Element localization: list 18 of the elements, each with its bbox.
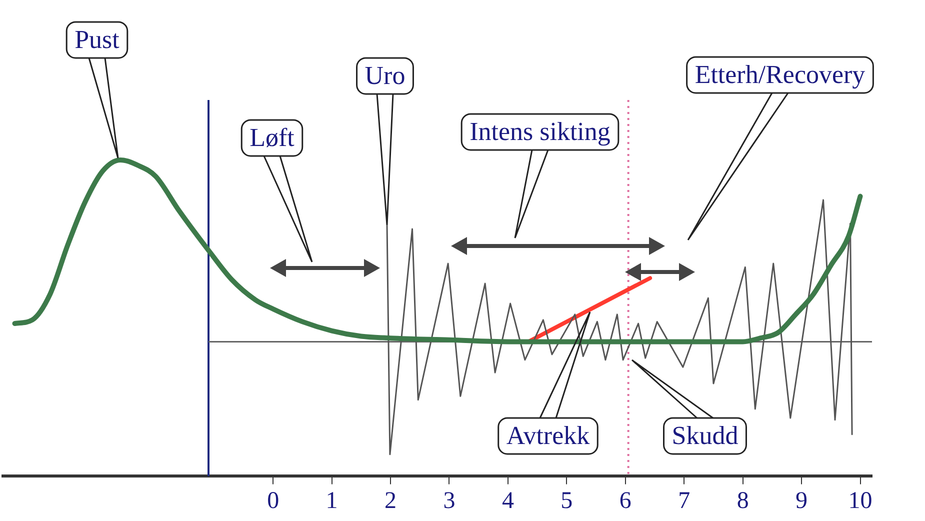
x-tick-label: 6 [619, 488, 632, 514]
annotation: Avtrekk [506, 420, 590, 450]
x-tick-label: 2 [384, 488, 397, 514]
x-tick-label: 9 [796, 488, 808, 514]
x-tick-label: 8 [736, 488, 749, 514]
text: Pust [74, 24, 120, 54]
text: Uro [364, 60, 406, 90]
x-tick-label: 0 [267, 488, 280, 514]
x-tick-label: 1 [326, 488, 338, 514]
text: Etterh/Recovery [694, 60, 866, 89]
annotation: Skudd [672, 420, 738, 450]
x-tick-label: 10 [848, 488, 872, 514]
text: Løft [250, 122, 296, 152]
x-tick-label: 5 [560, 488, 573, 514]
x-tick-label: 4 [502, 488, 514, 514]
x-tick-label: 7 [678, 488, 690, 514]
text: Intens sikting [470, 116, 610, 146]
x-tick-label: 3 [443, 488, 456, 514]
